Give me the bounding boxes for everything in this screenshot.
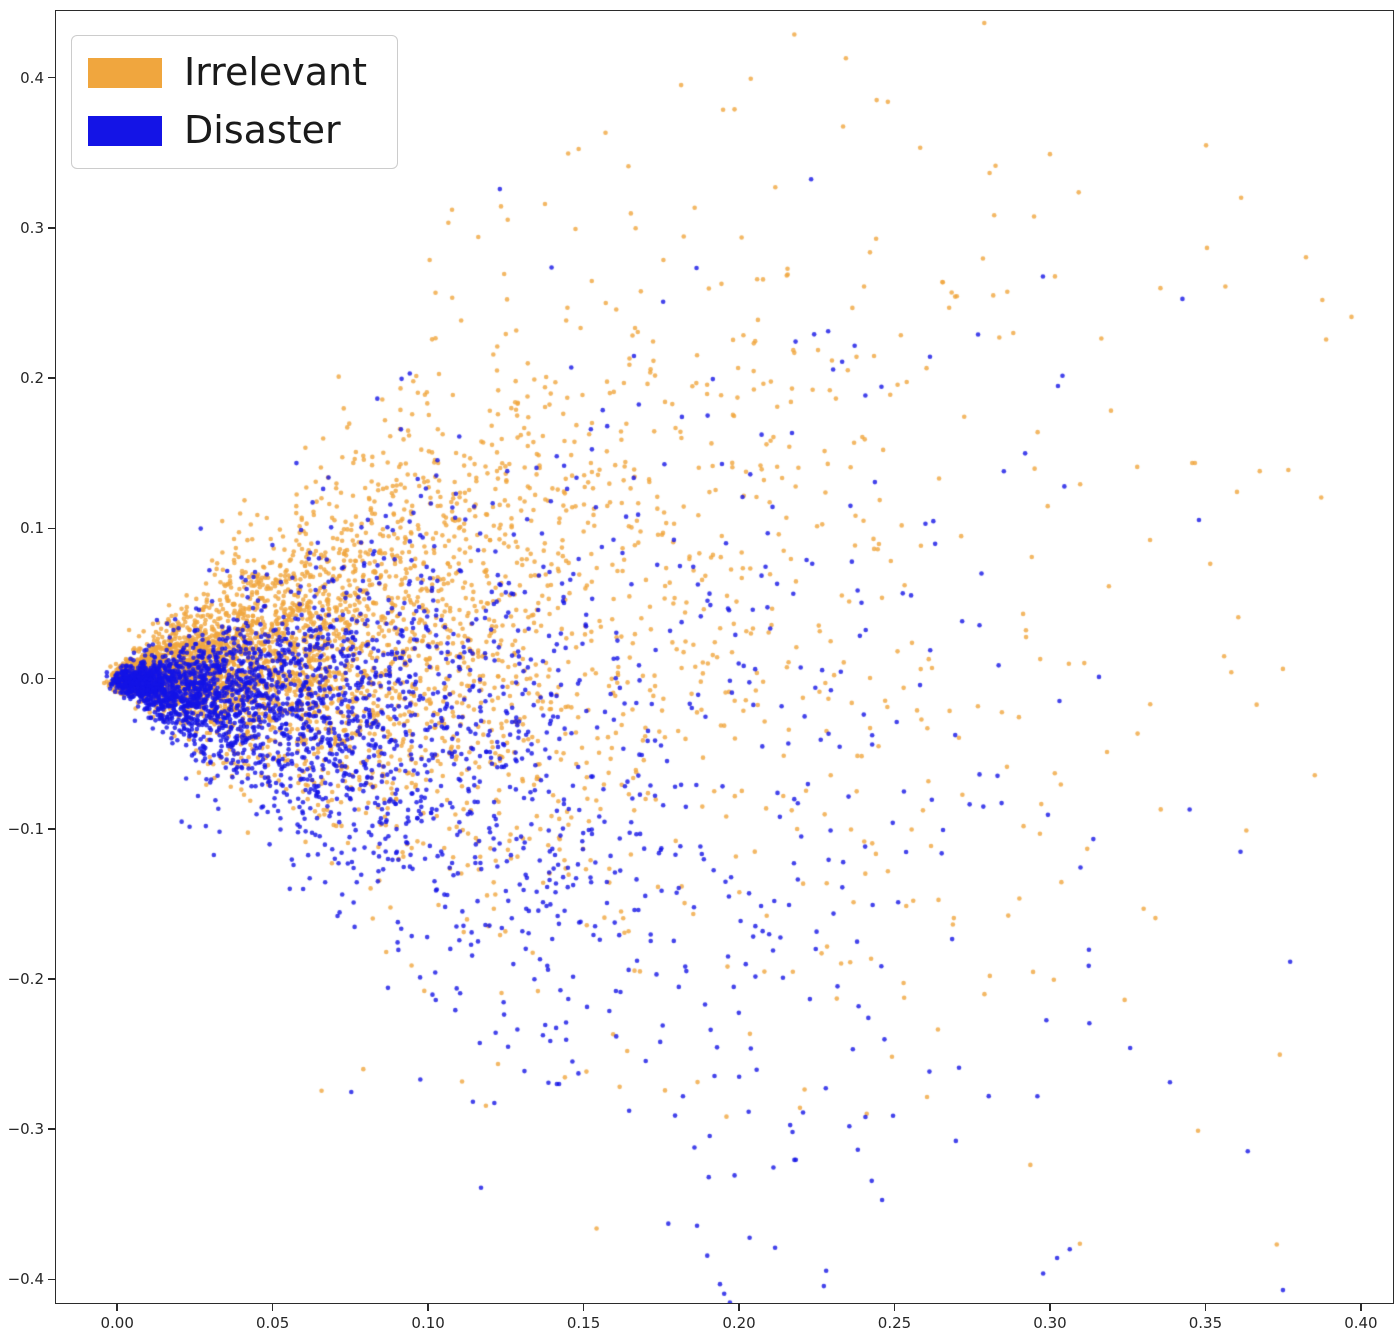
x-tick-label: 0.15 (566, 1314, 601, 1332)
y-tick-label: 0.2 (20, 369, 44, 388)
x-tick-mark (1049, 1303, 1051, 1311)
x-tick-mark (427, 1303, 429, 1311)
x-tick-mark (738, 1303, 740, 1311)
x-tick-label: 0.00 (100, 1314, 134, 1332)
x-tick-label: 0.40 (1344, 1314, 1378, 1332)
legend-label-disaster: Disaster (184, 107, 341, 152)
x-tick-mark (582, 1303, 585, 1311)
scatter-points-canvas (56, 11, 1393, 1303)
y-tick-label: 0.3 (20, 218, 44, 237)
y-tick-label: −0.4 (7, 1270, 44, 1289)
y-tick-label: −0.2 (7, 970, 44, 988)
x-tick-label: 0.10 (411, 1314, 445, 1332)
y-tick-mark (48, 1278, 55, 1281)
x-tick-label: 0.30 (1033, 1314, 1067, 1332)
y-tick-mark (48, 677, 55, 680)
y-tick-mark (48, 227, 55, 229)
x-tick-mark (1360, 1303, 1362, 1311)
y-tick-label: 0.4 (20, 68, 44, 87)
x-tick-label: 0.20 (722, 1314, 756, 1332)
legend-entry-disaster: Disaster (88, 107, 367, 152)
legend: Irrelevant Disaster (71, 35, 399, 169)
legend-entry-irrelevant: Irrelevant (88, 50, 368, 94)
legend-swatch-irrelevant-icon (88, 57, 162, 88)
y-tick-mark (48, 527, 55, 530)
x-tick-label: 0.25 (877, 1314, 912, 1332)
y-tick-mark (48, 978, 55, 980)
y-tick-mark (48, 377, 55, 379)
y-tick-label: −0.1 (7, 819, 44, 838)
legend-label-irrelevant: Irrelevant (184, 50, 368, 94)
y-tick-label: −0.3 (7, 1120, 44, 1139)
x-tick-label: 0.35 (1188, 1314, 1223, 1332)
legend-swatch-disaster-icon (88, 115, 162, 146)
y-tick-mark (48, 76, 55, 79)
x-tick-mark (893, 1303, 896, 1311)
y-tick-label: 0.0 (20, 669, 44, 688)
x-tick-mark (116, 1303, 118, 1311)
x-tick-label: 0.05 (255, 1314, 290, 1332)
x-tick-mark (271, 1303, 274, 1311)
y-tick-mark (48, 1128, 55, 1130)
plot-area: Irrelevant Disaster (55, 10, 1394, 1304)
x-tick-mark (1204, 1303, 1207, 1311)
y-tick-label: 0.1 (20, 519, 44, 538)
y-tick-mark (48, 828, 55, 830)
